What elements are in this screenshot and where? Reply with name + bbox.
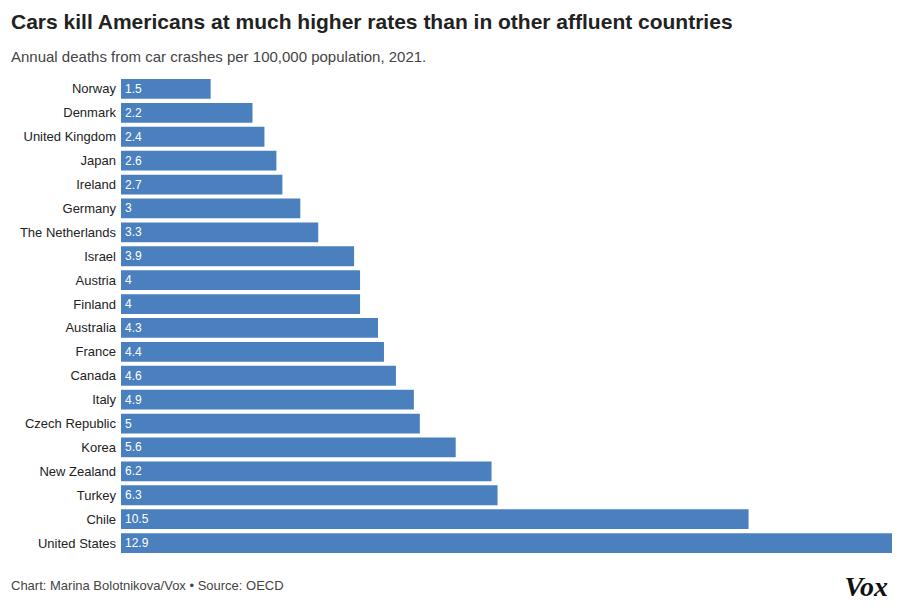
svg-text:2.2: 2.2 bbox=[125, 106, 142, 120]
svg-text:United States: United States bbox=[38, 536, 117, 551]
svg-text:Vox: Vox bbox=[844, 571, 888, 602]
svg-text:6.2: 6.2 bbox=[125, 464, 142, 478]
svg-text:Australia: Australia bbox=[65, 320, 116, 335]
svg-text:3.9: 3.9 bbox=[125, 249, 142, 263]
svg-text:5: 5 bbox=[125, 417, 132, 431]
svg-text:1.5: 1.5 bbox=[125, 82, 142, 96]
svg-text:Chile: Chile bbox=[86, 512, 116, 527]
svg-text:Germany: Germany bbox=[63, 201, 117, 216]
svg-text:Chart: Marina Bolotnikova/Vox: Chart: Marina Bolotnikova/Vox • Source: … bbox=[11, 578, 284, 593]
svg-text:12.9: 12.9 bbox=[125, 536, 149, 550]
svg-text:3.3: 3.3 bbox=[125, 225, 142, 239]
svg-text:Denmark: Denmark bbox=[63, 105, 116, 120]
svg-text:3: 3 bbox=[125, 201, 132, 215]
svg-text:Cars kill Americans at much hi: Cars kill Americans at much higher rates… bbox=[11, 10, 733, 33]
svg-text:Israel: Israel bbox=[84, 249, 116, 264]
svg-text:4.3: 4.3 bbox=[125, 321, 142, 335]
svg-text:Austria: Austria bbox=[76, 273, 117, 288]
svg-text:2.7: 2.7 bbox=[125, 178, 142, 192]
svg-text:Czech Republic: Czech Republic bbox=[25, 416, 117, 431]
svg-text:France: France bbox=[76, 344, 116, 359]
svg-text:Korea: Korea bbox=[81, 440, 116, 455]
svg-text:Ireland: Ireland bbox=[76, 177, 116, 192]
svg-text:4: 4 bbox=[125, 273, 132, 287]
svg-text:4.6: 4.6 bbox=[125, 369, 142, 383]
svg-text:Finland: Finland bbox=[73, 297, 116, 312]
svg-text:10.5: 10.5 bbox=[125, 512, 149, 526]
svg-text:Italy: Italy bbox=[92, 392, 116, 407]
svg-text:4.4: 4.4 bbox=[125, 345, 142, 359]
svg-text:The Netherlands: The Netherlands bbox=[20, 225, 117, 240]
svg-text:New Zealand: New Zealand bbox=[39, 464, 116, 479]
svg-text:Norway: Norway bbox=[72, 81, 117, 96]
svg-text:2.4: 2.4 bbox=[125, 130, 142, 144]
svg-text:Japan: Japan bbox=[81, 153, 116, 168]
svg-text:5.6: 5.6 bbox=[125, 440, 142, 454]
svg-text:6.3: 6.3 bbox=[125, 488, 142, 502]
svg-text:4.9: 4.9 bbox=[125, 393, 142, 407]
svg-text:Annual deaths from car crashes: Annual deaths from car crashes per 100,0… bbox=[11, 48, 426, 65]
svg-text:2.6: 2.6 bbox=[125, 154, 142, 168]
svg-text:Turkey: Turkey bbox=[77, 488, 117, 503]
svg-text:4: 4 bbox=[125, 297, 132, 311]
svg-text:Canada: Canada bbox=[70, 368, 116, 383]
svg-text:United Kingdom: United Kingdom bbox=[24, 129, 117, 144]
